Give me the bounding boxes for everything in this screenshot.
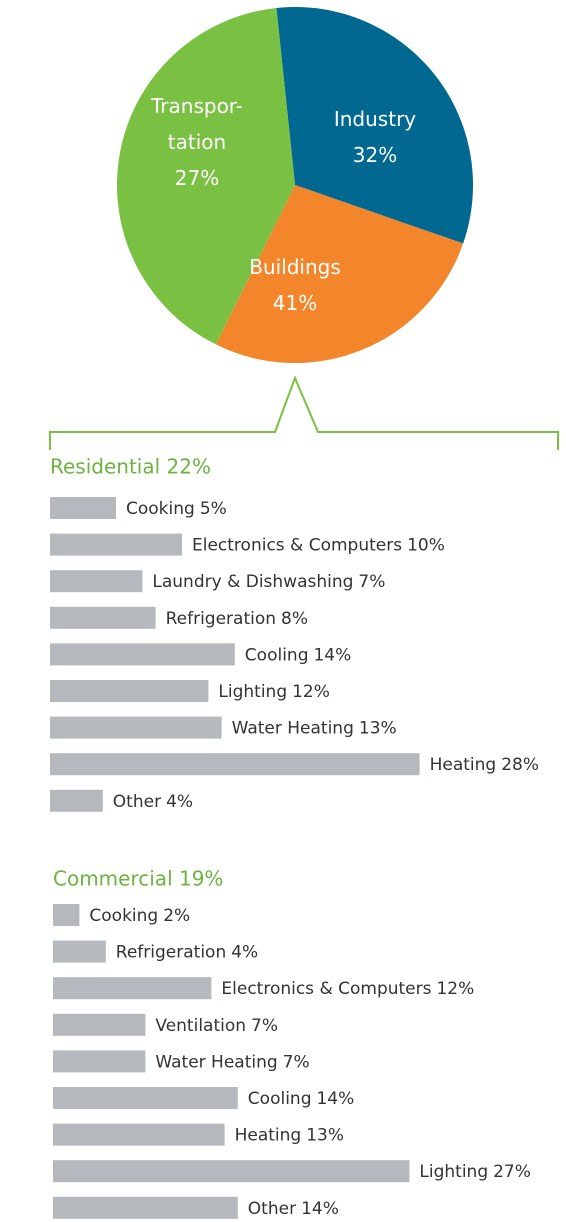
section-title: Residential 22% [50, 455, 211, 479]
bar-value: 12% [436, 979, 474, 999]
bar-name: Lighting [218, 682, 287, 702]
slice-name: Industry [334, 107, 416, 131]
bar-name: Other [248, 1199, 296, 1219]
slice-value: 32% [353, 143, 397, 167]
bar-name: Electronics & Computers [221, 979, 431, 999]
bar-value: 2% [163, 906, 190, 926]
pie-slice [116, 7, 296, 345]
bar-value: 4% [231, 943, 258, 963]
bar-label: Heating 28% [430, 755, 539, 775]
bar [50, 570, 143, 593]
bar-name: Cooking [89, 906, 158, 926]
bar-label: Laundry & Dishwashing 7% [152, 572, 385, 592]
bar-value: 14% [301, 1199, 339, 1219]
bar [50, 789, 103, 812]
bar-label: Heating 13% [235, 1126, 344, 1146]
bar-value: 5% [200, 499, 227, 519]
slice-name: Transpor- [150, 94, 243, 118]
bar-value: 14% [313, 645, 351, 665]
bar-name: Heating [235, 1126, 302, 1146]
slice-label: Transpor-tation 27% [150, 94, 243, 190]
bar-value: 10% [407, 536, 445, 556]
bar-label: Other 14% [248, 1199, 339, 1219]
bar-label: Ventilation 7% [155, 1016, 278, 1036]
bar-label: Cooling 14% [245, 645, 351, 665]
bar-label: Other 4% [113, 792, 193, 812]
pie-slice [215, 185, 464, 363]
slice-label: Buildings 41% [249, 255, 341, 315]
bar-label: Water Heating 7% [155, 1052, 309, 1072]
bar-label: Lighting 12% [218, 682, 330, 702]
bar-label: Cooling 14% [248, 1089, 354, 1109]
bar-value: 7% [283, 1052, 310, 1072]
bar-value: 27% [493, 1162, 531, 1182]
bar [53, 1087, 238, 1109]
bar-name: Heating [430, 755, 497, 775]
bar-name: Refrigeration [166, 609, 276, 629]
bar-name: Electronics & Computers [192, 536, 402, 556]
bar [53, 1123, 225, 1146]
bar-name: Water Heating [155, 1052, 277, 1072]
bar-value: 28% [501, 755, 539, 775]
bar-label: Cooking 2% [89, 906, 190, 926]
bar [50, 497, 116, 519]
slice-name: Buildings [249, 255, 341, 279]
bar-name: Ventilation [155, 1016, 246, 1036]
bar-value: 13% [359, 719, 397, 739]
bar-value: 7% [358, 572, 385, 592]
bar [53, 977, 212, 1000]
bar [50, 643, 235, 666]
bar [50, 606, 156, 629]
bar-value: 4% [166, 792, 193, 812]
bar-label: Cooking 5% [126, 499, 227, 519]
bar [50, 680, 209, 702]
bar-value: 8% [281, 609, 308, 629]
bar-label: Electronics & Computers 10% [192, 536, 445, 556]
bar [53, 1196, 238, 1219]
slice-value: 41% [273, 291, 317, 315]
bar [50, 753, 420, 776]
bar [53, 1160, 410, 1183]
bar [50, 533, 182, 556]
bar-value: 7% [251, 1016, 278, 1036]
bar-name: Laundry & Dishwashing [152, 572, 353, 592]
bar-value: 12% [292, 682, 330, 702]
bar-label: Lighting 27% [419, 1162, 531, 1182]
bar-name: Cooling [245, 645, 309, 665]
slice-name: tation [168, 130, 226, 154]
bar-name: Water Heating [232, 719, 354, 739]
bar-name: Other [113, 792, 161, 812]
bar [53, 1013, 146, 1036]
bar-label: Refrigeration 8% [166, 609, 308, 629]
bar [50, 716, 222, 739]
bar [53, 1050, 146, 1073]
bar-name: Lighting [419, 1162, 488, 1182]
slice-label: Industry 32% [334, 107, 416, 167]
bar-value: 13% [306, 1126, 344, 1146]
pie-slice [276, 6, 474, 244]
bar-label: Refrigeration 4% [116, 943, 258, 963]
bar-value: 14% [316, 1089, 354, 1109]
bar-name: Refrigeration [116, 943, 226, 963]
bar [53, 904, 80, 926]
section-title: Commercial 19% [53, 867, 223, 891]
slice-value: 27% [175, 166, 219, 190]
bar-label: Water Heating 13% [232, 719, 397, 739]
bracket [49, 375, 559, 450]
bar-label: Electronics & Computers 12% [221, 979, 474, 999]
bar-name: Cooling [248, 1089, 312, 1109]
bar-name: Cooking [126, 499, 195, 519]
bar [53, 940, 106, 963]
